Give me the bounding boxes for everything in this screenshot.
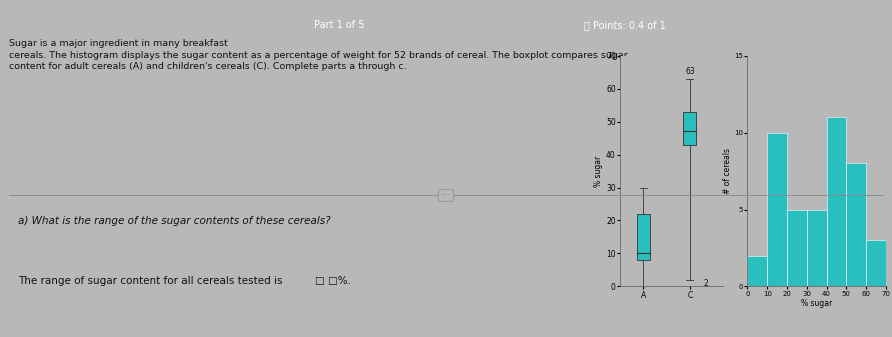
Text: The range of sugar content for all cereals tested is: The range of sugar content for all cerea… <box>18 276 282 286</box>
Bar <box>806 210 827 286</box>
Y-axis label: # of cereals: # of cereals <box>723 148 731 194</box>
Bar <box>787 210 806 286</box>
Bar <box>767 132 787 286</box>
Bar <box>637 214 649 260</box>
Bar <box>866 240 886 286</box>
Text: a) What is the range of the sugar contents of these cereals?: a) What is the range of the sugar conten… <box>18 216 330 226</box>
X-axis label: % sugar: % sugar <box>801 299 832 308</box>
Bar <box>683 112 697 145</box>
Text: ⧗ Points: 0.4 of 1: ⧗ Points: 0.4 of 1 <box>583 20 665 30</box>
Bar <box>747 256 767 286</box>
Bar <box>847 163 866 286</box>
Text: 63: 63 <box>685 67 695 76</box>
Text: ···: ··· <box>440 191 452 200</box>
Text: Part 1 of 5: Part 1 of 5 <box>314 20 364 30</box>
Text: Sugar is a major ingredient in many breakfast
cereals. The histogram displays th: Sugar is a major ingredient in many brea… <box>9 39 628 71</box>
Text: 2: 2 <box>704 279 708 288</box>
Bar <box>827 117 847 286</box>
Text: □ □%.: □ □%. <box>315 276 351 286</box>
Y-axis label: % sugar: % sugar <box>594 155 603 187</box>
